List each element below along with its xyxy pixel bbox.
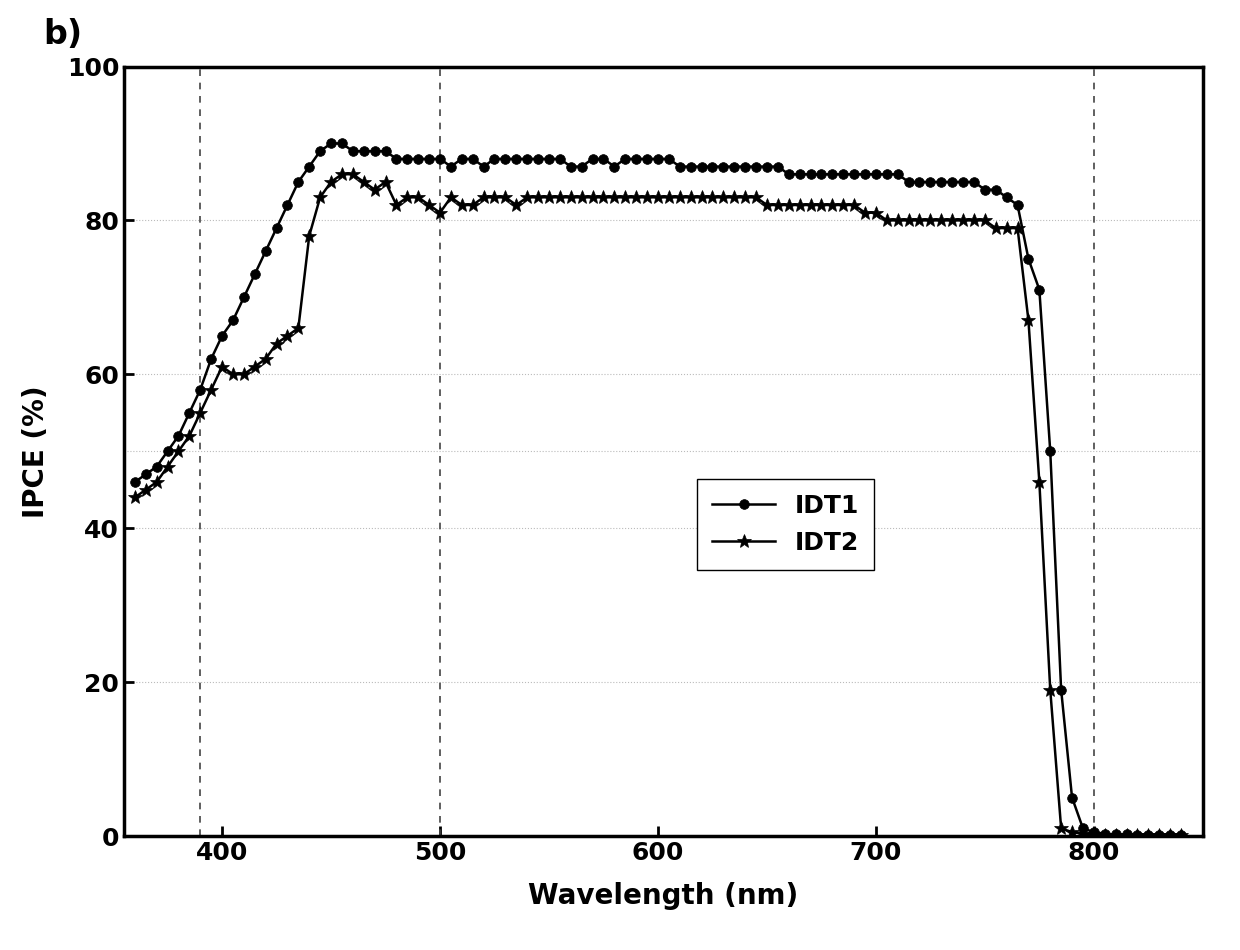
IDT1 bbox=[1130, 829, 1145, 841]
IDT1 bbox=[160, 446, 175, 457]
IDT1 bbox=[661, 153, 676, 164]
X-axis label: Wavelength (nm): Wavelength (nm) bbox=[528, 882, 799, 909]
IDT2 bbox=[203, 384, 218, 395]
Line: IDT1: IDT1 bbox=[130, 139, 1185, 840]
Text: b): b) bbox=[43, 18, 82, 51]
IDT2 bbox=[335, 168, 350, 180]
IDT2 bbox=[160, 461, 175, 472]
IDT2 bbox=[945, 215, 960, 226]
IDT1 bbox=[203, 353, 218, 365]
Line: IDT2: IDT2 bbox=[128, 167, 1188, 842]
IDT1 bbox=[128, 476, 143, 487]
IDT2 bbox=[738, 192, 753, 203]
Legend: IDT1, IDT2: IDT1, IDT2 bbox=[697, 479, 874, 570]
IDT1 bbox=[1173, 829, 1188, 841]
IDT2 bbox=[661, 192, 676, 203]
IDT1 bbox=[945, 177, 960, 188]
IDT1 bbox=[410, 153, 425, 164]
IDT1 bbox=[738, 161, 753, 172]
IDT2 bbox=[1173, 829, 1188, 841]
IDT2 bbox=[410, 192, 425, 203]
IDT2 bbox=[128, 492, 143, 504]
IDT1 bbox=[324, 138, 339, 149]
IDT2 bbox=[1097, 829, 1112, 841]
Y-axis label: IPCE (%): IPCE (%) bbox=[22, 385, 50, 518]
